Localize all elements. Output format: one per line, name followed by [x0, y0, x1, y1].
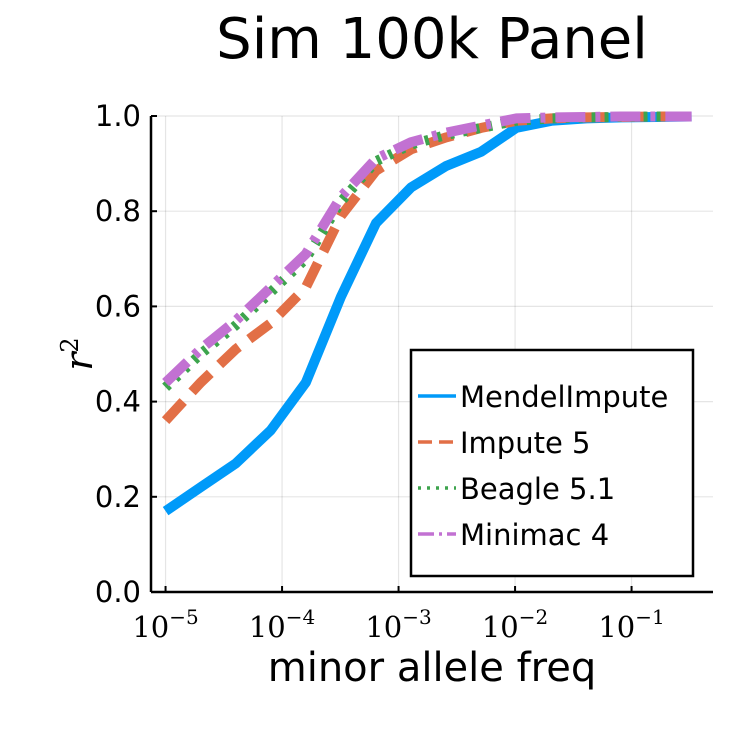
x-ticks: 10−5 10−4 10−3 10−2 10−1	[132, 586, 665, 644]
chart-title: Sim 100k Panel	[216, 7, 648, 72]
x-tick-label-base: 10	[365, 610, 402, 644]
series-line	[162, 111, 692, 391]
x-tick-label: 10−5	[132, 605, 198, 644]
x-tick-label-exponent: −4	[286, 605, 315, 629]
y-axis-label-base: r	[57, 350, 101, 371]
plot-series	[161, 111, 692, 516]
y-axis-label-exponent: 2	[56, 337, 84, 352]
x-tick-label: 10−1	[598, 605, 664, 644]
series-line	[162, 111, 692, 387]
x-tick-label-base: 10	[482, 610, 519, 644]
x-tick-label-base: 10	[598, 610, 635, 644]
legend-label: Minimac 4	[460, 518, 609, 552]
legend-label: MendelImpute	[460, 380, 668, 414]
x-axis-label: minor allele freq	[268, 645, 597, 691]
x-tick-label-base: 10	[132, 610, 169, 644]
y-axis-label: r2	[56, 337, 101, 370]
x-tick-label-exponent: −3	[402, 605, 431, 629]
legend-box	[409, 348, 695, 578]
y-tick-label: 0.0	[95, 575, 141, 609]
y-tick-label: 0.6	[95, 289, 141, 323]
y-tick-label: 1.0	[95, 99, 141, 133]
series-beagle-5-1	[162, 111, 692, 391]
legend-label: Beagle 5.1	[460, 472, 615, 506]
y-tick-label: 0.4	[95, 385, 141, 419]
x-tick-label: 10−2	[482, 605, 548, 644]
legend-item: Minimac 4	[418, 518, 609, 552]
x-tick-label: 10−4	[249, 605, 315, 644]
legend-item: Beagle 5.1	[418, 472, 615, 506]
x-tick-label-base: 10	[249, 610, 286, 644]
x-tick-label-exponent: −1	[635, 605, 664, 629]
x-tick-label-exponent: −5	[169, 605, 198, 629]
legend-label: Impute 5	[460, 426, 590, 460]
y-tick-label: 0.8	[95, 194, 141, 228]
legend-item: MendelImpute	[418, 380, 668, 414]
legend: MendelImpute Impute 5 Beagle 5.1 Minimac 4	[409, 348, 695, 578]
series-minimac-4	[162, 111, 692, 387]
legend-item: Impute 5	[418, 426, 590, 460]
y-ticks: 0.0 0.2 0.4 0.6 0.8 1.0	[95, 99, 157, 609]
x-tick-label: 10−3	[365, 605, 431, 644]
axes	[149, 116, 713, 594]
x-tick-label-exponent: −2	[519, 605, 548, 629]
y-tick-label: 0.2	[95, 480, 141, 514]
